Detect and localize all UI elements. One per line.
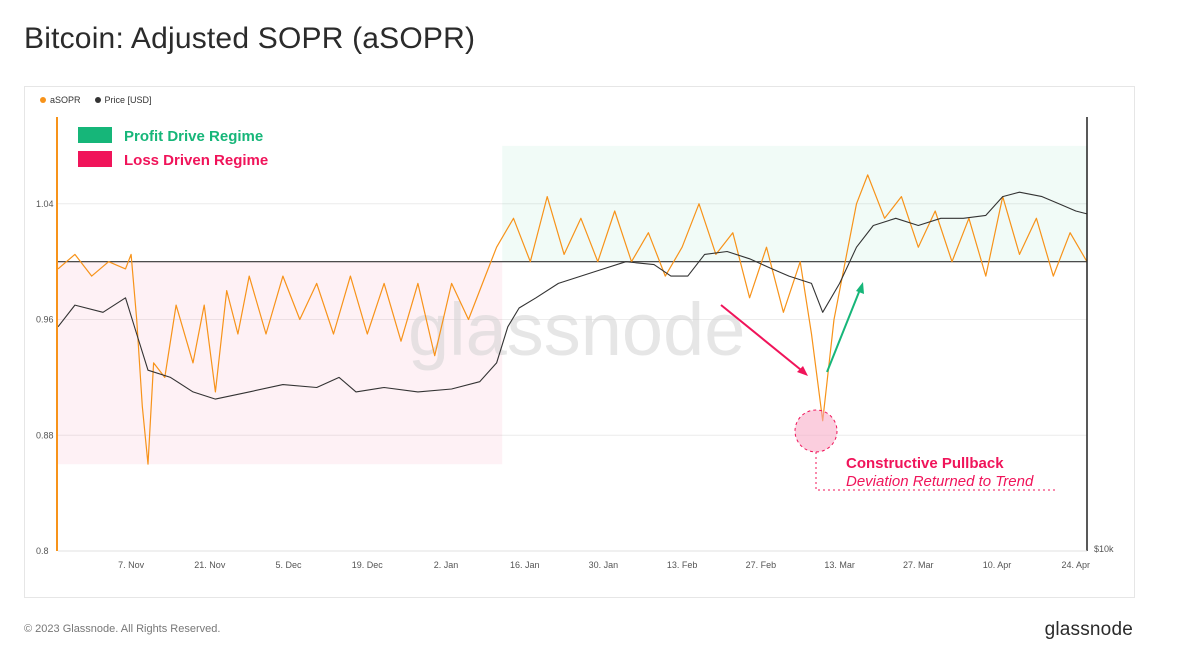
x-tick-label: 19. Dec bbox=[352, 560, 384, 570]
legend-item-price[interactable]: Price [USD] bbox=[94, 95, 152, 105]
profit-regime-swatch bbox=[78, 127, 112, 143]
x-tick-label: 10. Apr bbox=[983, 560, 1012, 570]
brand-logo: glassnode bbox=[1044, 619, 1133, 640]
profit-regime-label: Profit Drive Regime bbox=[124, 128, 263, 145]
y-tick-label: 0.8 bbox=[36, 546, 49, 556]
chart-legend: aSOPR Price [USD] bbox=[40, 95, 152, 105]
x-tick-label: 27. Feb bbox=[746, 560, 777, 570]
x-tick-label: 24. Apr bbox=[1061, 560, 1090, 570]
x-tick-label: 21. Nov bbox=[194, 560, 226, 570]
x-tick-label: 13. Mar bbox=[824, 560, 855, 570]
legend-label: Price [USD] bbox=[104, 95, 152, 105]
pullback-subtitle: Deviation Returned to Trend bbox=[846, 473, 1034, 490]
x-tick-label: 5. Dec bbox=[276, 560, 303, 570]
loss-regime-label: Loss Driven Regime bbox=[124, 152, 268, 169]
x-tick-label: 13. Feb bbox=[667, 560, 698, 570]
x-tick-label: 2. Jan bbox=[434, 560, 459, 570]
loss-regime-region bbox=[58, 261, 503, 465]
copyright: © 2023 Glassnode. All Rights Reserved. bbox=[24, 623, 221, 635]
watermark: glassnode bbox=[408, 288, 745, 371]
y-right-tick-label: $10k bbox=[1094, 544, 1114, 554]
pullback-arrow bbox=[720, 304, 807, 375]
legend-label: aSOPR bbox=[50, 95, 81, 105]
legend-item-asopr[interactable]: aSOPR bbox=[40, 95, 81, 105]
pullback-title: Constructive Pullback bbox=[846, 455, 1004, 472]
x-tick-label: 27. Mar bbox=[903, 560, 934, 570]
profit-regime-region bbox=[502, 145, 1087, 262]
loss-regime-swatch bbox=[78, 151, 112, 167]
recovery-arrowhead-icon bbox=[856, 282, 864, 294]
x-tick-label: 16. Jan bbox=[510, 560, 540, 570]
regime-regions bbox=[58, 145, 1087, 465]
series-line-asopr bbox=[57, 174, 1088, 465]
y-tick-label: 0.96 bbox=[36, 315, 54, 325]
pullback-arrowhead-icon bbox=[797, 366, 808, 376]
page-title: Bitcoin: Adjusted SOPR (aSOPR) bbox=[24, 22, 476, 55]
annotation-layer: Profit Drive Regime Loss Driven Regime C… bbox=[78, 127, 1055, 491]
y-tick-label: 0.88 bbox=[36, 430, 54, 440]
x-tick-label: 30. Jan bbox=[589, 560, 619, 570]
recovery-arrow bbox=[826, 286, 862, 373]
series-layer bbox=[57, 174, 1088, 465]
axis-layer: 0.8 0.88 0.96 1.04 7. Nov 21. Nov 5. Dec 19. De… bbox=[36, 117, 1114, 570]
series-line-price bbox=[57, 191, 1088, 400]
legend-dot-icon bbox=[40, 97, 46, 103]
pullback-circle bbox=[794, 409, 838, 453]
y-tick-label: 1.04 bbox=[36, 199, 54, 209]
legend-dot-icon bbox=[94, 97, 101, 103]
x-tick-label: 7. Nov bbox=[118, 560, 145, 570]
